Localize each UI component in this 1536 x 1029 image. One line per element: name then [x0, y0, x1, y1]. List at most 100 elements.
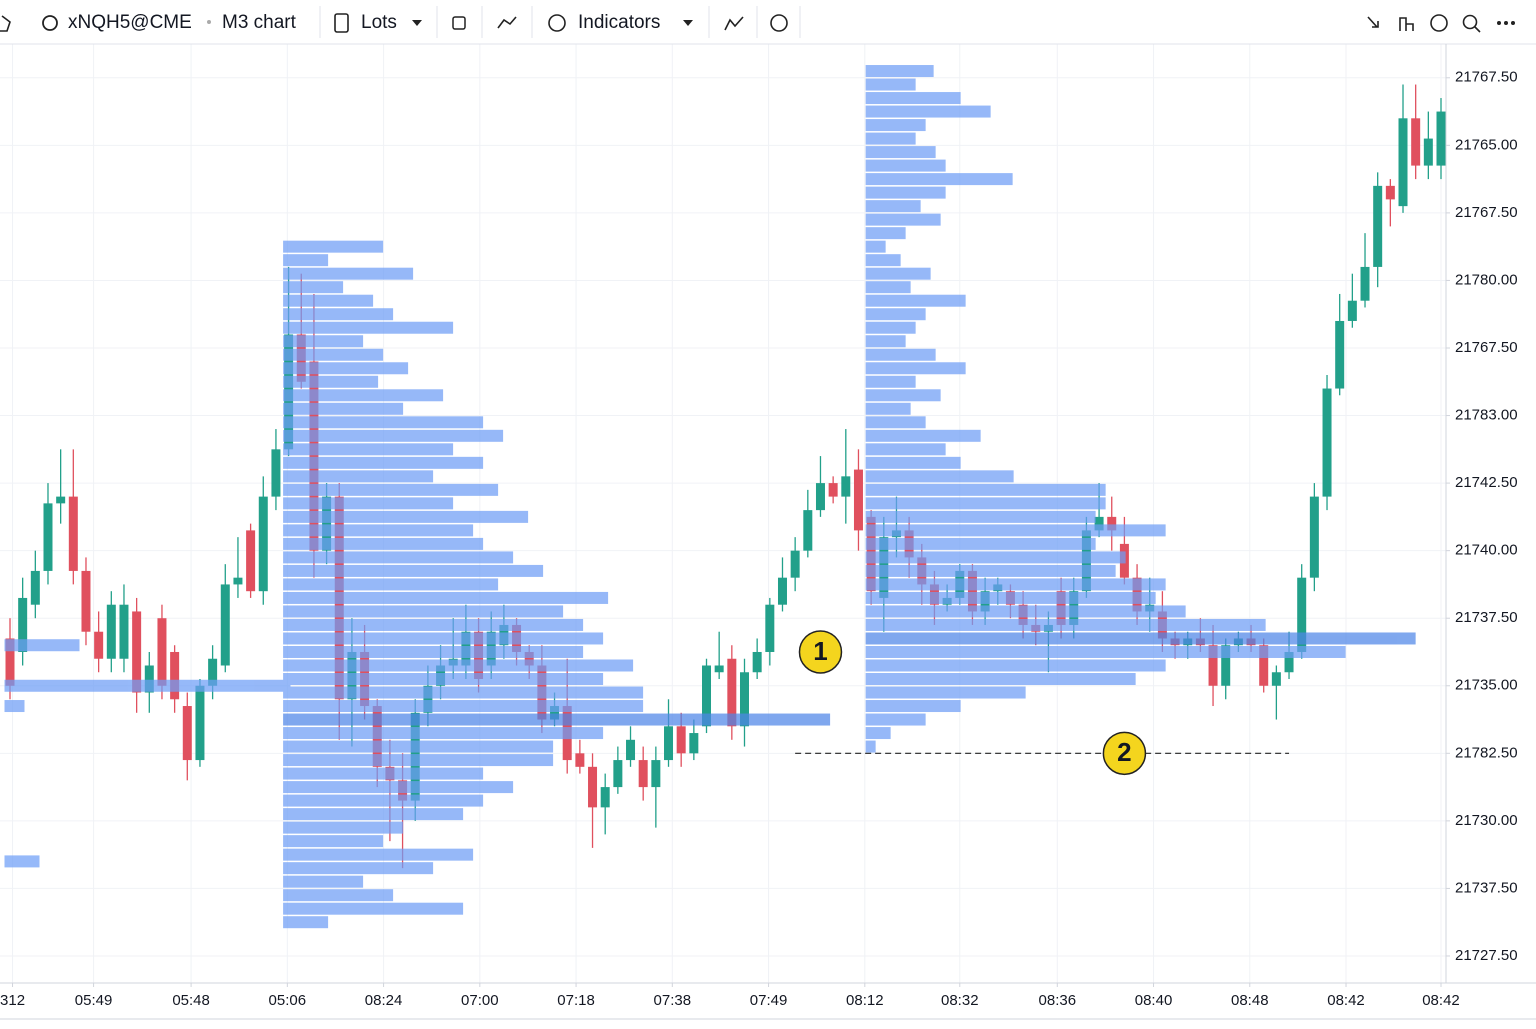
- candle-body: [841, 476, 851, 497]
- x-tick-label: 05:49: [75, 992, 113, 1009]
- profile-row: [283, 821, 404, 834]
- profile-row: [865, 281, 911, 294]
- profile-row: [283, 537, 484, 550]
- more-dot[interactable]: [1497, 21, 1501, 25]
- profile-row: [865, 402, 911, 415]
- profile-row: [865, 591, 1156, 604]
- candle-body: [1208, 645, 1218, 686]
- profile-row: [283, 700, 644, 713]
- candle-body: [1259, 645, 1269, 686]
- profile-row: [865, 186, 946, 199]
- profile-row: [4, 679, 291, 692]
- profile-row: [865, 227, 906, 240]
- candle-body: [727, 658, 737, 727]
- candle-body: [588, 766, 598, 808]
- profile-row: [865, 200, 921, 213]
- profile-row: [283, 605, 564, 618]
- candle-body: [664, 726, 674, 761]
- dropdown-arrow[interactable]: [412, 20, 422, 26]
- candle-body: [1360, 266, 1370, 301]
- profile-row: [865, 429, 981, 442]
- profile-row: [283, 443, 454, 456]
- units[interactable]: Lots: [361, 12, 397, 33]
- candle-body: [689, 733, 699, 754]
- candle-body: [56, 496, 66, 504]
- replay-icon[interactable]: [770, 14, 788, 32]
- template-icon[interactable]: [724, 16, 744, 31]
- y-tick-label: 21767.50: [1455, 69, 1518, 86]
- profile-row: [865, 78, 916, 91]
- search-icon[interactable]: [1462, 14, 1478, 30]
- profile-row: [283, 348, 384, 361]
- candle-body: [208, 658, 218, 686]
- profile-row: [865, 659, 1166, 672]
- candle-body: [68, 496, 78, 571]
- x-tick-label: 08:42: [1422, 992, 1460, 1009]
- candle-body: [1411, 118, 1421, 166]
- candle-body: [777, 577, 787, 605]
- profile-row: [283, 564, 544, 577]
- profile-row: [283, 362, 409, 375]
- menu-icon[interactable]: [0, 15, 11, 32]
- trade-icon[interactable]: [1367, 16, 1379, 28]
- candle-body: [714, 665, 724, 673]
- profile-row: [865, 132, 916, 145]
- profile-row: [865, 618, 1266, 631]
- profile-row: [283, 808, 464, 821]
- symbol[interactable]: xNQH5@CME: [68, 12, 192, 33]
- x-tick-label: 07:18: [557, 992, 595, 1009]
- layout-icon[interactable]: [452, 16, 466, 30]
- dom-icon[interactable]: [1399, 17, 1414, 31]
- candle-body: [1385, 185, 1395, 200]
- profile-row: [865, 308, 926, 321]
- profile-row: [283, 294, 374, 307]
- profile-row: [4, 639, 80, 652]
- more-dot[interactable]: [1511, 21, 1515, 25]
- profile-row: [283, 267, 414, 280]
- candle-body: [524, 651, 534, 666]
- symbol-search-icon[interactable]: [42, 15, 58, 31]
- profile-row: [865, 551, 1126, 564]
- x-tick-label: 05:06: [269, 992, 307, 1009]
- compare-icon[interactable]: [497, 16, 517, 29]
- candle-body: [119, 604, 129, 659]
- marker-badge: [1102, 731, 1147, 776]
- candle-body: [752, 651, 762, 673]
- candle-body: [81, 570, 91, 632]
- profile-row: [865, 321, 916, 334]
- y-tick-label: 21780.00: [1455, 271, 1518, 288]
- profile-row: [865, 362, 966, 375]
- profile-row: [865, 564, 1116, 577]
- profile-row: [283, 889, 394, 902]
- candle-body: [157, 618, 167, 686]
- candle-body: [246, 530, 256, 592]
- x-tick-label: 07:38: [654, 992, 692, 1009]
- candle-body: [1322, 388, 1332, 497]
- candle-body: [702, 665, 712, 727]
- profile-row: [283, 254, 329, 267]
- y-tick-label: 21767.50: [1455, 339, 1518, 356]
- candle-body: [1347, 300, 1357, 321]
- more-dot[interactable]: [1504, 21, 1508, 25]
- candle-body: [1398, 118, 1408, 207]
- indicators[interactable]: Indicators: [578, 12, 660, 33]
- candle-body: [322, 496, 332, 551]
- profile-row: [283, 618, 584, 631]
- indicators-icon[interactable]: [548, 14, 566, 32]
- x-tick-label: 07:00: [461, 992, 499, 1009]
- interval[interactable]: M3 chart: [222, 12, 297, 33]
- info-icon[interactable]: [1430, 14, 1448, 32]
- profile-row: [865, 119, 926, 132]
- dropdown-arrow[interactable]: [683, 20, 693, 26]
- profile-row: [865, 605, 1186, 618]
- profile-row: [865, 92, 961, 105]
- units-icon[interactable]: [334, 13, 349, 33]
- profile-row: [283, 848, 474, 861]
- profile-row: [283, 456, 484, 469]
- profile-row: [865, 159, 946, 172]
- marker-label: 2: [1117, 737, 1131, 767]
- profile-row: [283, 551, 514, 564]
- profile-row: [283, 673, 604, 686]
- profile-row: [865, 335, 906, 348]
- profile-row: [865, 65, 934, 78]
